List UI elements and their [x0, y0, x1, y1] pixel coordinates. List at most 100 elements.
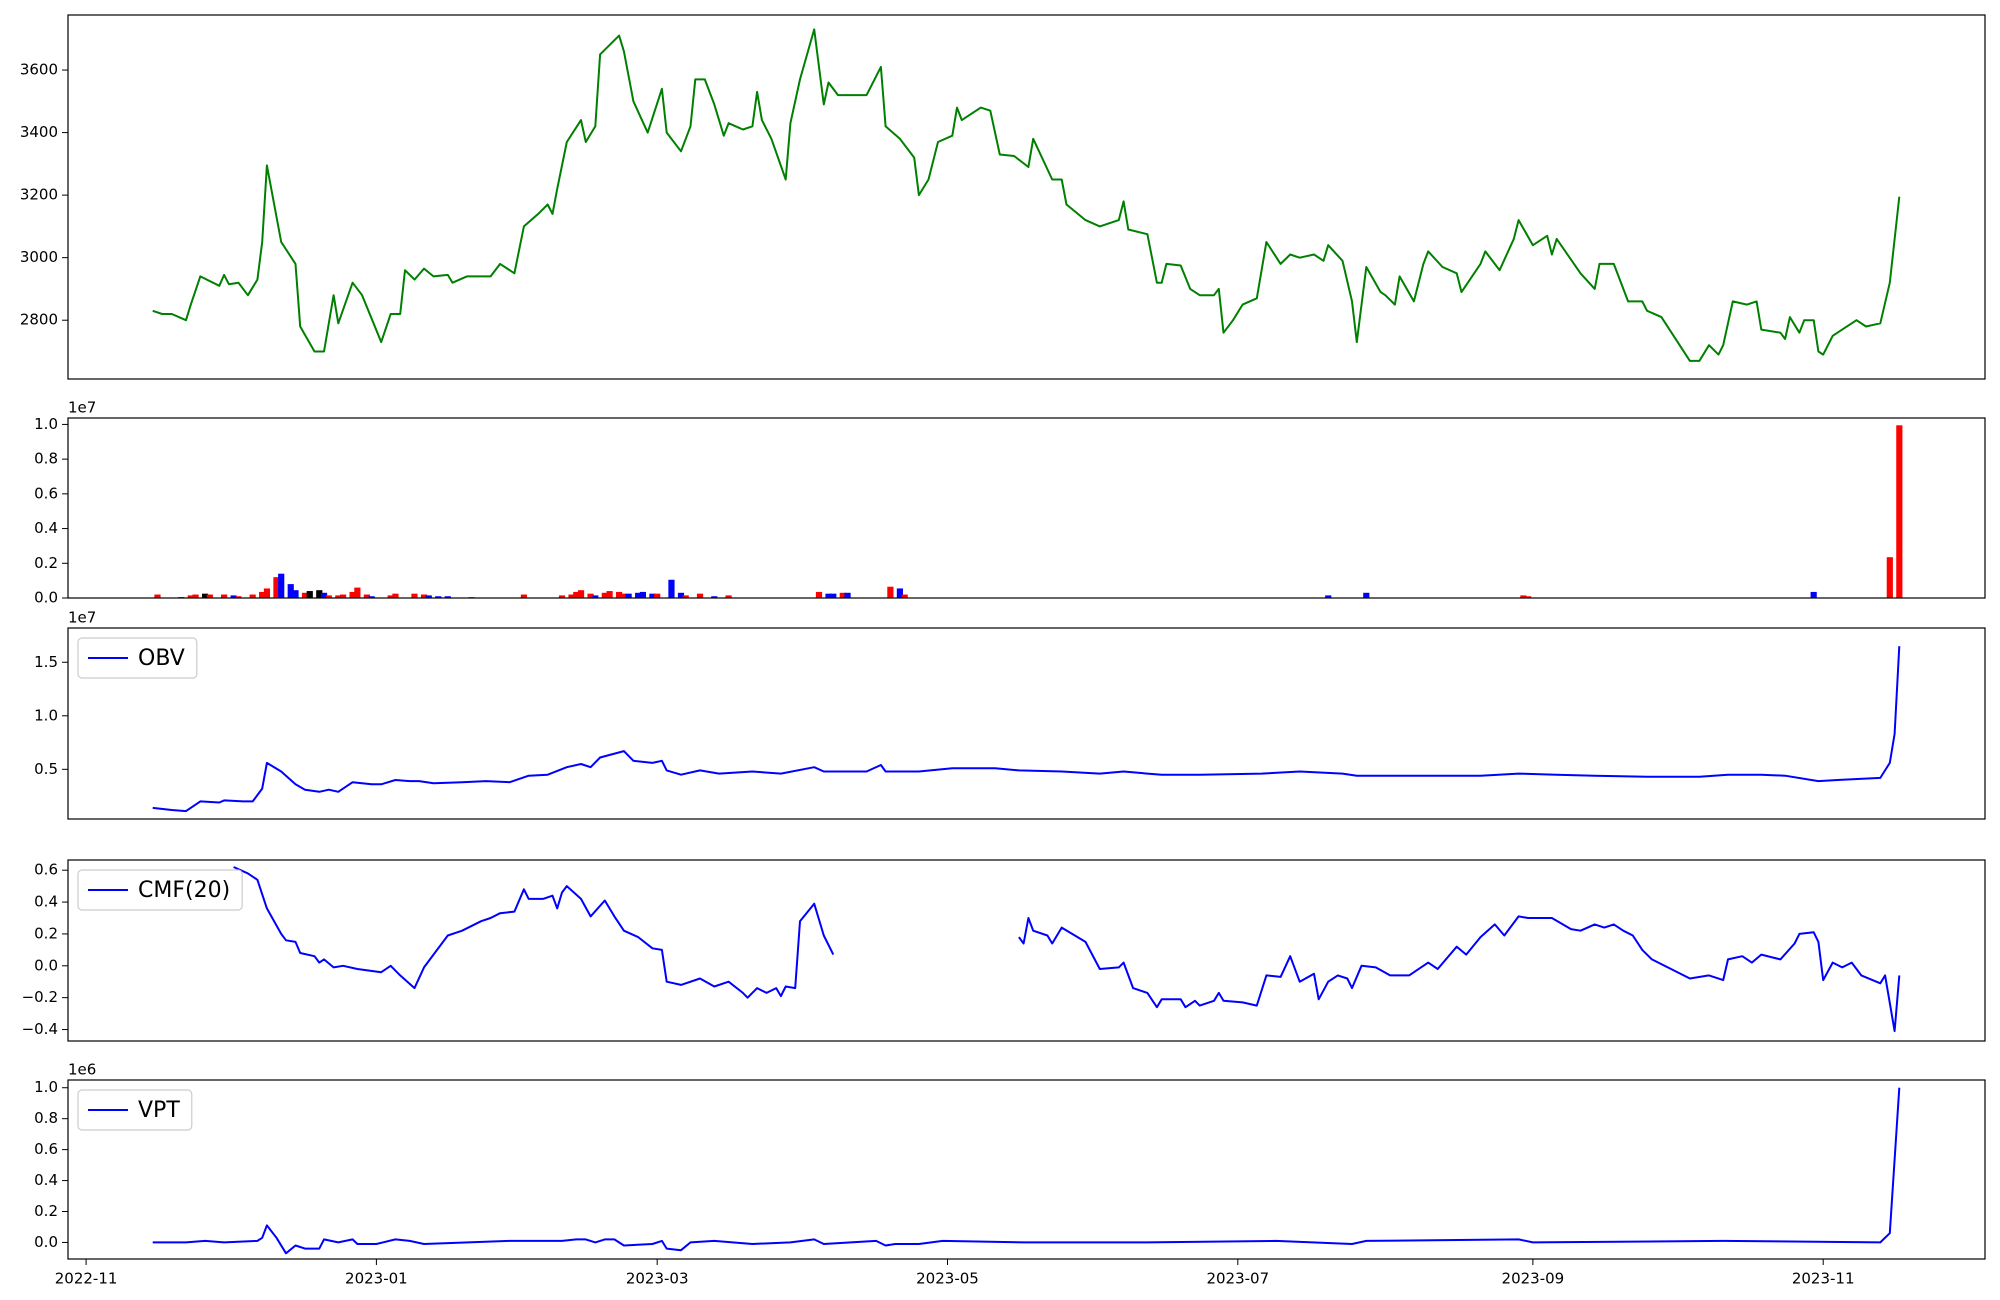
volume-bar [601, 592, 608, 598]
volume-bar [292, 590, 299, 598]
y-tick-label: 0.4 [34, 519, 58, 537]
volume-bar [844, 592, 851, 598]
volume-bar [1525, 596, 1532, 598]
volume-bar [263, 588, 271, 598]
legend-label: CMF(20) [138, 878, 230, 903]
y-tick-label: 1.0 [34, 415, 58, 433]
volume-bar [620, 593, 627, 598]
y-tick-label: 1.0 [34, 1078, 58, 1096]
volume-bar [278, 573, 285, 598]
y-tick-label: 0.2 [34, 1202, 58, 1220]
volume-bar [839, 592, 846, 598]
volume-bar [1520, 595, 1527, 598]
volume-bar [654, 593, 661, 598]
plot-frame [67, 1079, 1986, 1260]
volume-bar [725, 595, 732, 598]
y-tick-label: −0.2 [22, 988, 58, 1006]
volume-bar [206, 594, 213, 598]
plot-frame [67, 417, 1986, 599]
volume-bar [444, 596, 451, 598]
volume-bar [235, 596, 242, 598]
data-line [152, 28, 1901, 362]
y-tick-label: 3000 [20, 248, 58, 266]
y-tick-label: 0.0 [34, 1233, 58, 1251]
y-tick-label: 2800 [20, 311, 58, 329]
volume-bar [339, 594, 347, 598]
volume-bar [677, 592, 685, 598]
y-tick-label: 0.0 [34, 589, 58, 607]
volume-bar [1896, 425, 1903, 598]
legend-box [77, 637, 198, 679]
y-tick-label: 0.4 [34, 893, 58, 911]
plot-frame [67, 859, 1986, 1042]
volume-bar [192, 594, 199, 598]
volume-bar [616, 591, 623, 598]
volume-bar [896, 588, 903, 598]
volume-bar [420, 594, 428, 598]
volume-bar [387, 595, 394, 598]
volume-bar [558, 595, 566, 598]
volume-bar [682, 595, 689, 598]
volume-bar [696, 593, 704, 598]
y-tick-label: 3200 [20, 186, 58, 204]
x-tick-label: 2022-11 [55, 1270, 118, 1288]
y-tick-label: 1.5 [34, 653, 58, 671]
volume-bar [411, 593, 418, 598]
legend-label: OBV [138, 646, 185, 671]
y-tick-label: 0.6 [34, 1140, 58, 1158]
volume-bar [287, 584, 294, 598]
volume-bar [392, 593, 399, 598]
volume-bar [320, 592, 328, 598]
y-tick-label: 0.4 [34, 1171, 58, 1189]
y-offset-label: 1e7 [68, 399, 96, 417]
y-tick-label: 3400 [20, 123, 58, 141]
plot-frame [67, 627, 1986, 820]
volume-bar [520, 594, 528, 598]
y-tick-label: 0.0 [34, 956, 58, 974]
volume-bar [887, 586, 894, 598]
volume-bar [573, 591, 580, 598]
x-tick-label: 2023-03 [626, 1270, 689, 1288]
volume-bar [825, 593, 832, 598]
volume-bar [587, 593, 594, 598]
volume-bar [306, 591, 313, 598]
x-tick-label: 2023-01 [345, 1270, 408, 1288]
volume-bar [301, 592, 309, 598]
data-line [152, 646, 1901, 813]
volume-bar [249, 594, 256, 598]
volume-bar [425, 595, 432, 598]
y-tick-label: 0.5 [34, 760, 58, 778]
y-offset-label: 1e6 [68, 1061, 96, 1079]
data-line [233, 866, 1901, 1033]
volume-bar [649, 593, 656, 598]
volume-bar [625, 593, 632, 598]
x-tick-label: 2023-11 [1792, 1270, 1855, 1288]
x-tick-label: 2023-05 [916, 1270, 979, 1288]
volume-bar [435, 596, 442, 598]
y-tick-label: 0.6 [34, 484, 58, 502]
y-tick-label: 0.2 [34, 554, 58, 572]
volume-bar [259, 591, 266, 598]
data-line [152, 1087, 1901, 1255]
volume-bar [154, 594, 161, 598]
volume-bar [335, 595, 342, 598]
y-offset-label: 1e7 [68, 609, 96, 627]
volume-bar [221, 594, 228, 598]
y-tick-label: 0.6 [34, 861, 58, 879]
volume-bar [1810, 591, 1817, 598]
volume-bar [1325, 595, 1332, 598]
volume-bar [568, 594, 575, 598]
volume-bar [815, 591, 823, 598]
volume-bar [230, 595, 237, 598]
volume-bar [639, 591, 647, 598]
x-tick-label: 2023-07 [1206, 1270, 1269, 1288]
volume-bar [349, 591, 356, 598]
volume-bar [187, 595, 194, 598]
volume-bar [1363, 592, 1370, 598]
volume-bar [901, 594, 908, 598]
volume-bar [577, 590, 585, 598]
volume-bar [592, 595, 599, 598]
volume-bar [368, 596, 375, 598]
